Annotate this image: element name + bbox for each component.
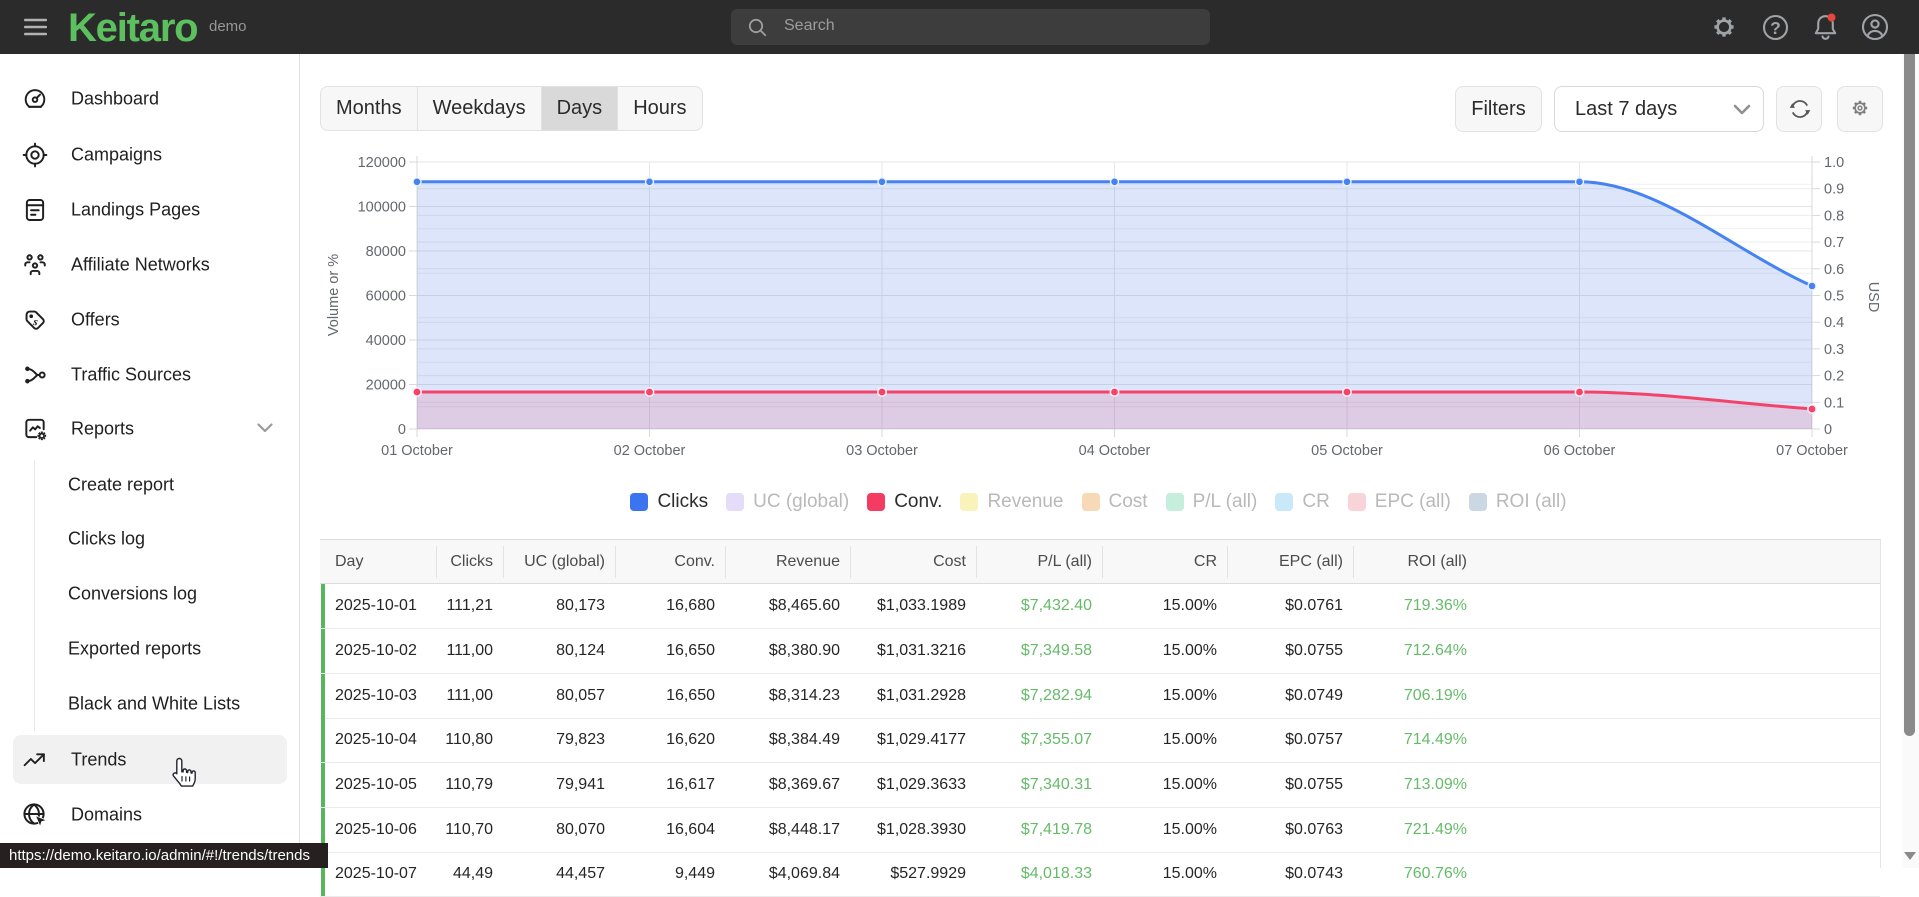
svg-text:05 October: 05 October xyxy=(1311,443,1383,459)
svg-text:?: ? xyxy=(1770,18,1781,38)
svg-text:0: 0 xyxy=(1824,422,1832,438)
svg-text:0.2: 0.2 xyxy=(1824,369,1844,385)
svg-text:02 October: 02 October xyxy=(614,443,686,459)
svg-text:0.7: 0.7 xyxy=(1824,235,1844,251)
svg-text:0.4: 0.4 xyxy=(1824,315,1844,331)
svg-text:01 October: 01 October xyxy=(381,443,453,459)
svg-text:0: 0 xyxy=(398,422,406,438)
svg-text:06 October: 06 October xyxy=(1544,443,1616,459)
svg-text:07 October: 07 October xyxy=(1776,443,1848,459)
svg-text:100000: 100000 xyxy=(358,200,406,216)
svg-text:0.3: 0.3 xyxy=(1824,342,1844,358)
svg-text:0.5: 0.5 xyxy=(1824,289,1844,305)
svg-text:0.9: 0.9 xyxy=(1824,182,1844,198)
svg-text:120000: 120000 xyxy=(358,155,406,171)
svg-text:80000: 80000 xyxy=(366,244,406,260)
svg-text:60000: 60000 xyxy=(366,289,406,305)
svg-text:Volume or %: Volume or % xyxy=(326,254,342,336)
svg-text:0.1: 0.1 xyxy=(1824,395,1844,411)
svg-text:03 October: 03 October xyxy=(846,443,918,459)
svg-text:0.8: 0.8 xyxy=(1824,208,1844,224)
svg-text:0.6: 0.6 xyxy=(1824,262,1844,278)
svg-text:s: s xyxy=(31,315,39,328)
svg-text:1.0: 1.0 xyxy=(1824,155,1844,171)
svg-text:40000: 40000 xyxy=(366,333,406,349)
svg-text:USD: USD xyxy=(1865,282,1881,313)
svg-text:04 October: 04 October xyxy=(1079,443,1151,459)
svg-text:20000: 20000 xyxy=(366,378,406,394)
